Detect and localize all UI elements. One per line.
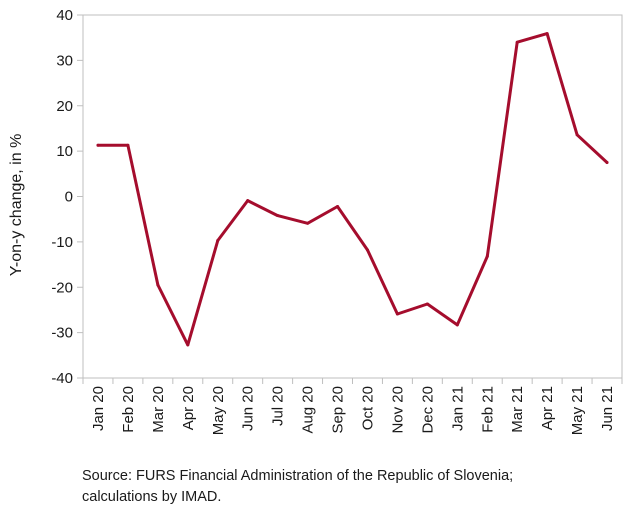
y-tick-label: -10 — [51, 234, 73, 251]
plot-frame — [82, 14, 623, 379]
x-tick-label: Nov 20 — [389, 386, 406, 434]
y-tick-label: 0 — [65, 189, 73, 206]
series-line — [96, 32, 609, 347]
x-tick-label: May 20 — [210, 386, 227, 435]
source-note: Source: FURS Financial Administration of… — [82, 468, 514, 505]
y-tick-label: -20 — [51, 279, 73, 296]
x-tick-label: Mar 20 — [150, 386, 167, 433]
x-tick-label: Jun 20 — [240, 386, 257, 431]
data-point — [186, 343, 190, 347]
line-chart: 40 30 20 10 0 -10 -20 -30 -40 Jan 20 Feb 20 Mar 20… — [8, 7, 623, 435]
x-tick-label: Aug 20 — [300, 386, 317, 434]
x-tick-label: Jan 20 — [90, 386, 107, 431]
data-point — [306, 221, 310, 225]
x-tick-label: Feb 21 — [479, 386, 496, 433]
x-tick-label: Dec 20 — [419, 386, 436, 434]
y-tick-label: 30 — [56, 52, 73, 69]
x-tick-label: Jul 20 — [270, 386, 287, 426]
data-point — [126, 143, 130, 147]
data-point — [605, 160, 609, 164]
x-tick-label: May 21 — [569, 386, 586, 435]
data-point — [515, 40, 519, 44]
data-point — [485, 254, 489, 258]
x-tick-label: Sep 20 — [330, 386, 347, 434]
data-point — [395, 312, 399, 316]
y-tick-label: 20 — [56, 98, 73, 115]
data-point — [365, 248, 369, 252]
y-tick-label: 40 — [56, 7, 73, 24]
y-axis-title: Y-on-y change, in % — [8, 134, 25, 277]
x-tick-label: Apr 20 — [180, 386, 197, 430]
x-tick-label: Oct 20 — [359, 386, 376, 430]
data-point — [246, 199, 250, 203]
data-point — [216, 239, 220, 243]
data-point — [156, 283, 160, 287]
data-point — [455, 323, 459, 327]
y-axis-ticks: 40 30 20 10 0 -10 -20 -30 -40 — [51, 7, 83, 387]
data-point — [276, 214, 280, 218]
data-point — [425, 302, 429, 306]
data-point — [575, 133, 579, 137]
x-tick-label: Jun 21 — [599, 386, 616, 431]
series-layer — [96, 32, 609, 347]
x-tick-label: Feb 20 — [120, 386, 137, 433]
y-tick-label: -40 — [51, 370, 73, 387]
y-tick-label: -30 — [51, 325, 73, 342]
x-tick-label: Jan 21 — [449, 386, 466, 431]
data-point — [336, 204, 340, 208]
data-point — [96, 143, 100, 147]
data-point — [545, 32, 549, 36]
plot-area-border — [82, 14, 623, 379]
x-tick-label: Apr 21 — [539, 386, 556, 430]
x-tick-label: Mar 21 — [509, 386, 526, 433]
y-tick-label: 10 — [56, 143, 73, 160]
x-axis-ticks: Jan 20 Feb 20 Mar 20 Apr 20 May 20 Jun 20 Jul … — [82, 378, 623, 435]
